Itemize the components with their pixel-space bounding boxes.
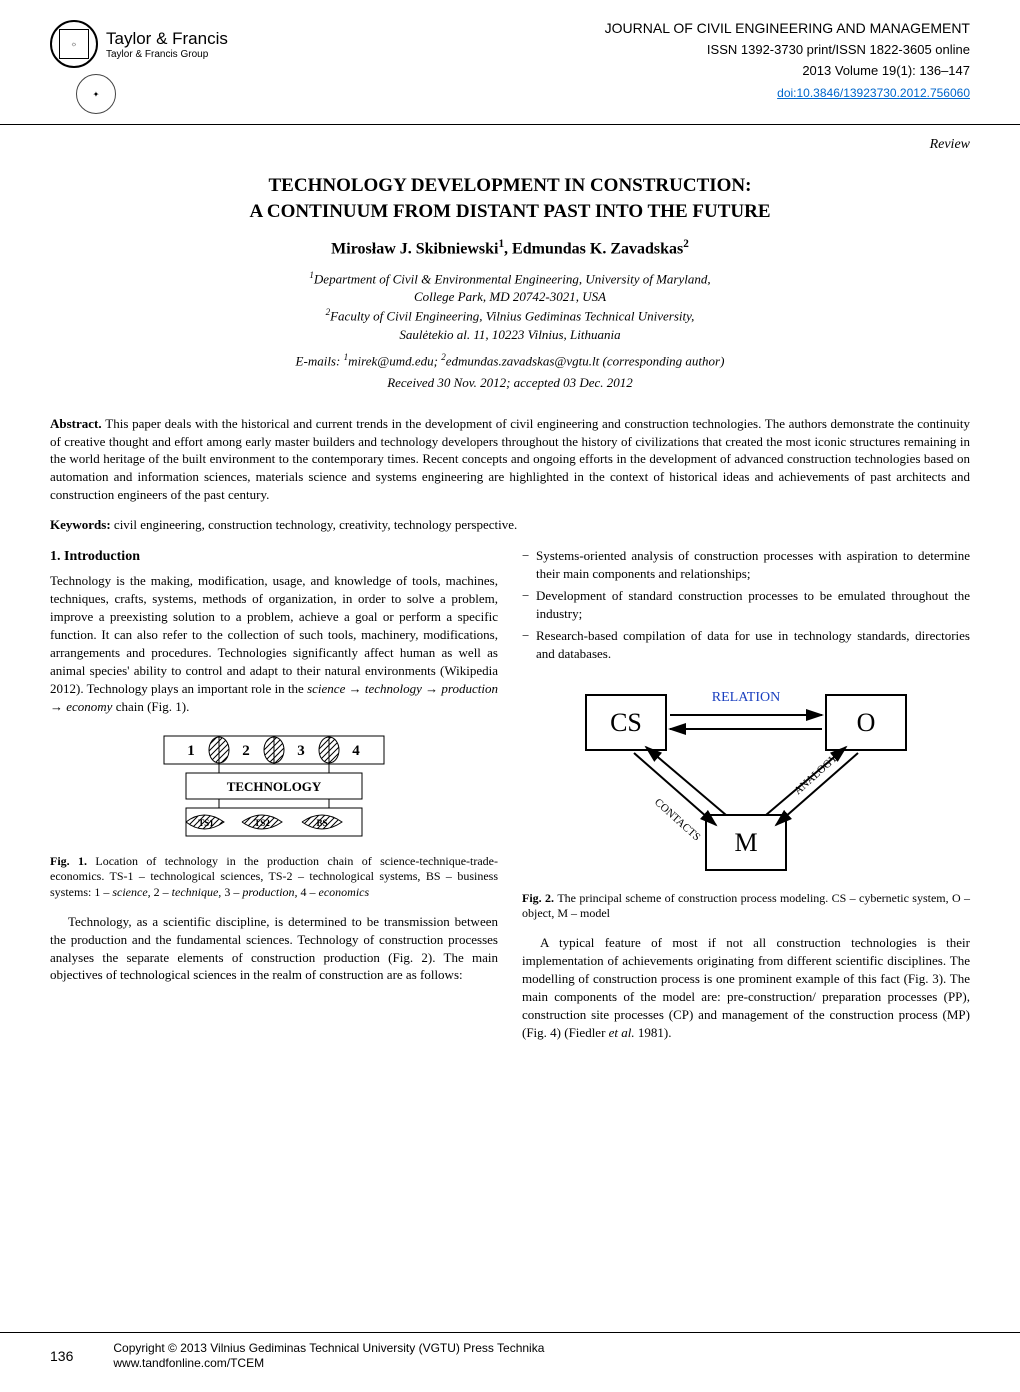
title-block: TECHNOLOGY DEVELOPMENT IN CONSTRUCTION: … <box>0 161 1020 399</box>
footer-url: www.tandfonline.com/TCEM <box>113 1356 264 1370</box>
page-number: 136 <box>50 1348 73 1364</box>
col2-p1-text: A typical feature of most if not all con… <box>522 935 970 1040</box>
secondary-logo-icon: ✦ <box>76 74 116 114</box>
svg-text:3: 3 <box>297 743 305 759</box>
body-columns: 1. Introduction Technology is the making… <box>0 547 1020 1051</box>
svg-text:2: 2 <box>242 743 250 759</box>
list-item: Research-based compilation of data for u… <box>536 627 970 663</box>
affiliations: 1Department of Civil & Environmental Eng… <box>50 269 970 344</box>
svg-text:BS: BS <box>316 818 327 828</box>
tf-circle-icon: ☼ <box>50 20 98 68</box>
affil-1a: Department of Civil & Environmental Engi… <box>314 271 711 286</box>
page-header: ☼ Taylor & Francis Taylor & Francis Grou… <box>0 0 1020 125</box>
journal-meta: JOURNAL OF CIVIL ENGINEERING AND MANAGEM… <box>290 20 970 102</box>
keywords-text: civil engineering, construction technolo… <box>114 517 517 532</box>
fig1-cap-b: 2 – <box>151 885 172 899</box>
journal-name: JOURNAL OF CIVIL ENGINEERING AND MANAGEM… <box>290 20 970 36</box>
author-2: Edmundas K. Zavadskas <box>512 241 683 258</box>
doi-link[interactable]: doi:10.3846/13923730.2012.756060 <box>777 86 970 100</box>
author-sep: , <box>504 241 512 258</box>
article-type: Review <box>0 125 1020 161</box>
taylor-francis-logo: ☼ Taylor & Francis Taylor & Francis Grou… <box>50 20 228 68</box>
corresponding-note: (corresponding author) <box>603 353 725 368</box>
keywords-label: Keywords: <box>50 517 114 532</box>
copyright-block: Copyright © 2013 Vilnius Gediminas Techn… <box>113 1341 544 1372</box>
svg-text:RELATION: RELATION <box>712 690 780 705</box>
svg-text:TS2: TS2 <box>254 818 270 828</box>
svg-text:CS: CS <box>610 708 642 737</box>
col2-p1-tail: 1981). <box>635 1025 672 1040</box>
fig1-cap-i3: production, <box>242 885 297 899</box>
col2-p1-italic: et al. <box>609 1025 635 1040</box>
figure-1: 1 2 3 4 TECHNOLOGY TS1 TS2 BS <box>50 728 498 901</box>
email-1: mirek@umd.edu; <box>348 353 441 368</box>
svg-text:TS1: TS1 <box>198 818 214 828</box>
abstract-text: This paper deals with the historical and… <box>50 416 970 501</box>
figure-2-caption: Fig. 2. The principal scheme of construc… <box>522 891 970 922</box>
fig1-cap-d: 4 – <box>298 885 319 899</box>
fig1-cap-i2: technique, <box>172 885 222 899</box>
svg-text:1: 1 <box>187 743 195 759</box>
list-item: Development of standard construction pro… <box>536 587 970 623</box>
email-2: edmundas.zavadskas@vgtu.lt <box>446 353 603 368</box>
fig2-num: Fig. 2. <box>522 891 557 905</box>
left-column: 1. Introduction Technology is the making… <box>50 547 498 1051</box>
affil-1b: College Park, MD 20742-3021, USA <box>414 289 606 304</box>
svg-text:TECHNOLOGY: TECHNOLOGY <box>227 779 322 794</box>
emails-line: E-mails: 1mirek@umd.edu; 2edmundas.zavad… <box>50 352 970 369</box>
volume-line: 2013 Volume 19(1): 136–147 <box>290 63 970 78</box>
intro-p1-tail: chain (Fig. 1). <box>112 699 189 714</box>
col2-paragraph-1: A typical feature of most if not all con… <box>522 934 970 1042</box>
list-item: Systems-oriented analysis of constructio… <box>536 547 970 583</box>
paper-title: TECHNOLOGY DEVELOPMENT IN CONSTRUCTION: … <box>50 173 970 224</box>
figure-1-svg: 1 2 3 4 TECHNOLOGY TS1 TS2 BS <box>124 728 424 848</box>
affil-2a: Faculty of Civil Engineering, Vilnius Ge… <box>330 309 694 324</box>
fig1-cap-c: 3 – <box>221 885 242 899</box>
fig2-cap: The principal scheme of construction pro… <box>522 891 970 921</box>
authors-line: Mirosław J. Skibniewski1, Edmundas K. Za… <box>50 238 970 258</box>
svg-text:O: O <box>857 708 876 737</box>
publisher-group: Taylor & Francis Group <box>106 49 228 60</box>
svg-text:M: M <box>734 828 757 857</box>
figure-1-caption: Fig. 1. Location of technology in the pr… <box>50 854 498 901</box>
publisher-name: Taylor & Francis <box>106 29 228 49</box>
abstract-block: Abstract. This paper deals with the hist… <box>0 399 1020 513</box>
svg-text:CONTACTS: CONTACTS <box>652 796 703 843</box>
svg-text:4: 4 <box>352 743 360 759</box>
page-footer: 136 Copyright © 2013 Vilnius Gediminas T… <box>0 1332 1020 1372</box>
copyright-line: Copyright © 2013 Vilnius Gediminas Techn… <box>113 1341 544 1355</box>
issn-line: ISSN 1392-3730 print/ISSN 1822-3605 onli… <box>290 42 970 57</box>
figure-2-svg: CS O M RELATION CONTACTS ANALOGY <box>566 675 926 885</box>
tf-text-block: Taylor & Francis Taylor & Francis Group <box>106 29 228 60</box>
title-line-2: A CONTINUUM FROM DISTANT PAST INTO THE F… <box>250 201 771 222</box>
affil-2b: Saulėtekio al. 11, 10223 Vilnius, Lithua… <box>399 327 620 342</box>
title-line-1: TECHNOLOGY DEVELOPMENT IN CONSTRUCTION: <box>269 175 752 196</box>
fig1-num: Fig. 1. <box>50 854 95 868</box>
received-line: Received 30 Nov. 2012; accepted 03 Dec. … <box>50 375 970 391</box>
author-2-sup: 2 <box>683 238 689 250</box>
right-column: Systems-oriented analysis of constructio… <box>522 547 970 1051</box>
tf-lamp-icon: ☼ <box>59 29 89 59</box>
intro-paragraph-1: Technology is the making, modification, … <box>50 572 498 716</box>
publisher-logo-block: ☼ Taylor & Francis Taylor & Francis Grou… <box>50 20 290 114</box>
fig1-cap-i4: economics <box>319 885 370 899</box>
objectives-list: Systems-oriented analysis of constructio… <box>522 547 970 663</box>
keywords-block: Keywords: civil engineering, constructio… <box>0 513 1020 547</box>
intro-p1-text: Technology is the making, modification, … <box>50 573 498 696</box>
abstract-label: Abstract. <box>50 416 105 431</box>
fig1-cap-i1: science, <box>112 885 150 899</box>
section-1-title: 1. Introduction <box>50 547 498 566</box>
author-1: Mirosław J. Skibniewski <box>331 241 498 258</box>
intro-paragraph-2: Technology, as a scientific discipline, … <box>50 913 498 985</box>
figure-2: CS O M RELATION CONTACTS ANALOGY <box>522 675 970 922</box>
emails-prefix: E-mails: <box>296 353 344 368</box>
